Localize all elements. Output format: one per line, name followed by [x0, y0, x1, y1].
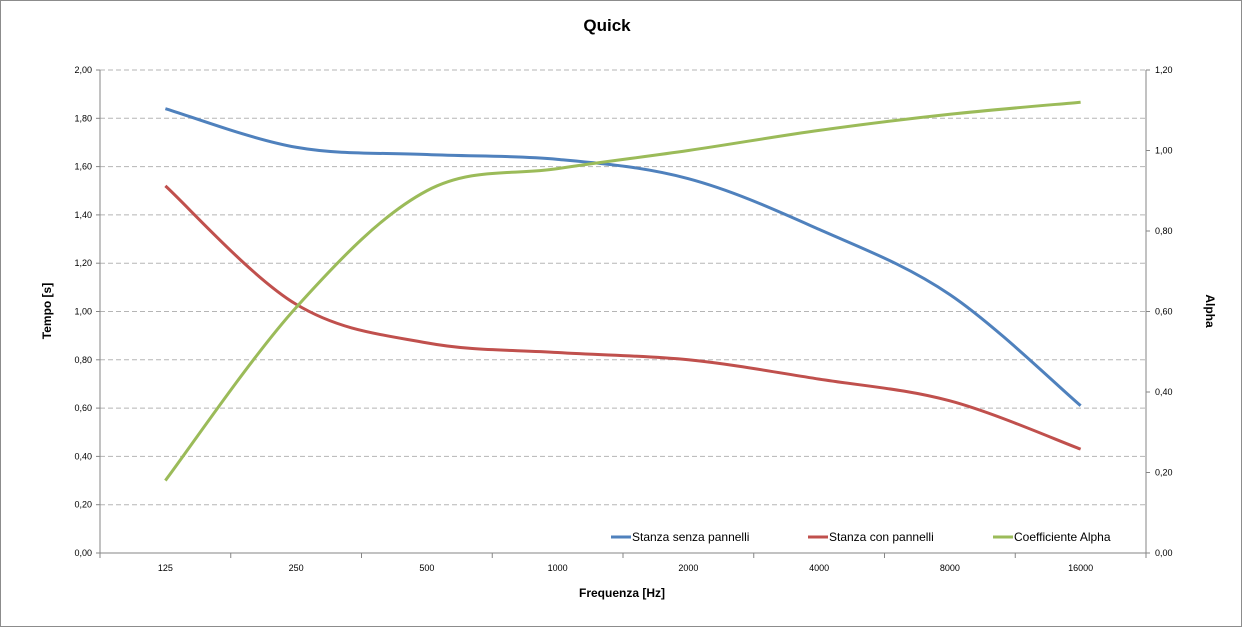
- series-line-1: [164, 107, 1082, 407]
- axes: 0,00 0,20 0,40 0,60 0,80 1,00 1,20 1,40 1,60 1,80…: [74, 65, 1172, 573]
- y2-tick-label: 0,40: [1155, 387, 1173, 397]
- x-tick-label: 2000: [678, 563, 698, 573]
- x-tick-label: 250: [289, 563, 304, 573]
- legend: Stanza senza pannelli Stanza con pannelli…: [611, 530, 1111, 544]
- x-axis-title: Frequenza [Hz]: [579, 586, 665, 600]
- chart-title: Quick: [583, 16, 631, 35]
- x-tick-label: 500: [419, 563, 434, 573]
- y-tick-label: 0,00: [74, 548, 92, 558]
- y2-axis-title: Alpha: [1203, 294, 1217, 328]
- series-line-3: [164, 100, 1081, 482]
- y-tick-label: 0,40: [74, 451, 92, 461]
- gridlines: [100, 69, 1146, 506]
- y-axis-title: Tempo [s]: [40, 283, 54, 339]
- y2-tick-label: 1,00: [1155, 146, 1173, 156]
- y2-tick-label: 1,20: [1155, 65, 1173, 75]
- series-line-2: [164, 184, 1082, 451]
- y-tick-label: 1,20: [74, 258, 92, 268]
- x-tick-label: 8000: [940, 563, 960, 573]
- legend-label: Coefficiente Alpha: [1014, 530, 1111, 544]
- y-tick-label: 0,80: [74, 355, 92, 365]
- y2-tick-label: 0,20: [1155, 468, 1173, 478]
- x-tick-label: 4000: [809, 563, 829, 573]
- legend-item: Stanza senza pannelli: [611, 530, 749, 544]
- y-tick-label: 1,80: [74, 113, 92, 123]
- y-tick-label: 1,40: [74, 210, 92, 220]
- y-tick-label: 0,60: [74, 403, 92, 413]
- series-lines: [164, 100, 1082, 482]
- y-tick-label: 1,60: [74, 162, 92, 172]
- y2-tick-label: 0,60: [1155, 307, 1173, 317]
- legend-label: Stanza senza pannelli: [632, 530, 749, 544]
- x-tick-label: 16000: [1068, 563, 1093, 573]
- legend-label: Stanza con pannelli: [829, 530, 934, 544]
- y2-tick-label: 0,80: [1155, 226, 1173, 236]
- legend-item: Stanza con pannelli: [808, 530, 934, 544]
- y-tick-label: 2,00: [74, 65, 92, 75]
- y-tick-label: 1,00: [74, 307, 92, 317]
- y-tick-label: 0,20: [74, 500, 92, 510]
- x-tick-label: 125: [158, 563, 173, 573]
- y2-tick-label: 0,00: [1155, 548, 1173, 558]
- x-tick-label: 1000: [548, 563, 568, 573]
- legend-item: Coefficiente Alpha: [993, 530, 1111, 544]
